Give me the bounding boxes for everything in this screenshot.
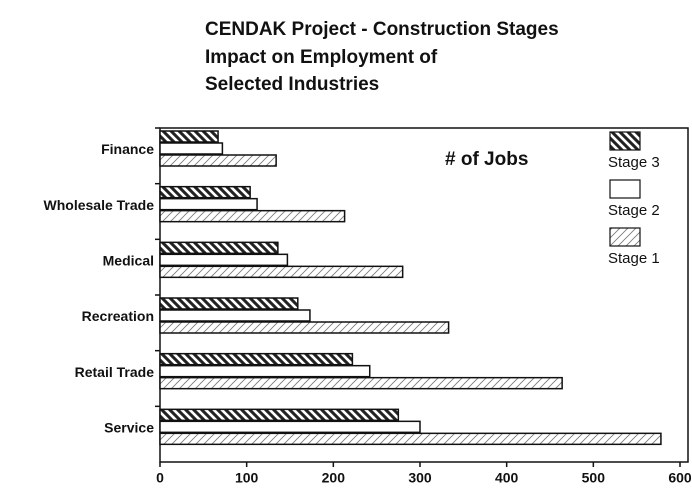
bar	[159, 321, 450, 334]
bar	[159, 241, 279, 255]
chart-title: Impact on Employment of	[205, 47, 438, 68]
bar	[159, 142, 224, 155]
bar	[159, 309, 311, 322]
x-tick-label: 0	[156, 470, 164, 486]
x-tick-label: 600	[668, 470, 692, 486]
bar	[159, 408, 400, 422]
x-tick-label: 300	[408, 470, 432, 486]
legend-swatch	[609, 131, 641, 151]
annotation: # of Jobs	[445, 149, 528, 170]
legend-swatch	[609, 227, 641, 247]
bar	[159, 265, 404, 279]
legend-label: Stage 1	[608, 250, 660, 267]
y-tick-label: Service	[104, 420, 154, 436]
bar	[159, 185, 251, 199]
bar	[159, 130, 219, 143]
legend-label: Stage 3	[608, 154, 660, 171]
bar	[159, 420, 421, 434]
y-tick-label: Retail Trade	[75, 364, 155, 380]
bar	[159, 297, 299, 310]
bar	[159, 154, 277, 167]
bar	[159, 376, 563, 390]
legend-swatch	[609, 179, 641, 199]
y-tick-label: Wholesale Trade	[44, 197, 155, 213]
bar	[159, 209, 346, 223]
x-tick-label: 200	[322, 470, 346, 486]
y-tick-label: Recreation	[82, 308, 154, 324]
bar	[159, 432, 662, 446]
bar	[159, 364, 371, 378]
bar	[159, 253, 289, 267]
chart-title: Selected Industries	[205, 74, 379, 95]
x-tick-label: 400	[495, 470, 519, 486]
y-tick-label: Medical	[103, 253, 154, 269]
x-tick-label: 500	[582, 470, 606, 486]
bar	[159, 197, 258, 211]
x-tick-label: 100	[235, 470, 259, 486]
y-tick-label: Finance	[101, 141, 154, 157]
legend-label: Stage 2	[608, 202, 660, 219]
chart-title: CENDAK Project - Construction Stages	[205, 19, 559, 40]
bar	[159, 352, 354, 366]
